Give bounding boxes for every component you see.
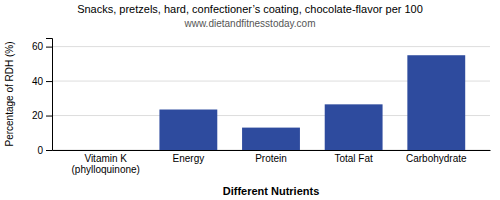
x-tick-label: Carbohydrate [406, 153, 467, 164]
y-axis: 0 20 40 60 [32, 39, 53, 156]
x-axis: Vitamin K(phylloquinone) Energy Protein Tot… [53, 150, 491, 175]
chart: Snacks, pretzels, hard, confectioner’s c… [0, 0, 500, 200]
x-tick: Protein [255, 150, 287, 164]
x-tick-label: Energy [173, 153, 205, 164]
bars [159, 55, 465, 150]
grid [52, 47, 490, 150]
y-tick: 0 [37, 145, 52, 156]
y-tick-label: 0 [37, 145, 43, 156]
bar [77, 150, 135, 151]
bar [407, 55, 465, 150]
y-tick-label: 40 [32, 76, 44, 87]
y-tick-mark [46, 81, 52, 82]
y-tick: 20 [32, 110, 52, 121]
x-axis-title: Different Nutrients [223, 185, 320, 197]
x-tick: Total Fat [334, 150, 373, 164]
x-tick-label: Total Fat [334, 153, 373, 164]
grid-line [52, 46, 490, 47]
x-axis-line [53, 150, 491, 151]
bar [242, 128, 300, 150]
y-tick-mark [46, 47, 52, 48]
x-tick: Energy [173, 150, 205, 164]
title: Snacks, pretzels, hard, confectioner’s c… [77, 3, 423, 15]
y-tick: 40 [32, 76, 52, 87]
x-tick-label: Vitamin K(phylloquinone) [72, 153, 140, 175]
y-tick-mark [46, 116, 52, 117]
plot: 0 20 40 60 Vitamin K(phylloquinone) Energy Pro… [32, 39, 491, 176]
y-axis-title: Percentage of RDH (%) [4, 41, 15, 146]
x-tick: Vitamin K(phylloquinone) [72, 150, 140, 175]
y-tick-label: 60 [32, 41, 44, 52]
bar [159, 110, 217, 150]
x-tick-label: Protein [255, 153, 287, 164]
y-tick-label: 20 [32, 110, 44, 121]
y-tick: 60 [32, 41, 52, 52]
bar [325, 104, 383, 150]
y-axis-line [46, 39, 53, 151]
x-tick: Carbohydrate [406, 150, 467, 164]
subtitle: www.dietandfitnesstoday.com [184, 18, 316, 29]
y-tick-mark [46, 150, 52, 151]
